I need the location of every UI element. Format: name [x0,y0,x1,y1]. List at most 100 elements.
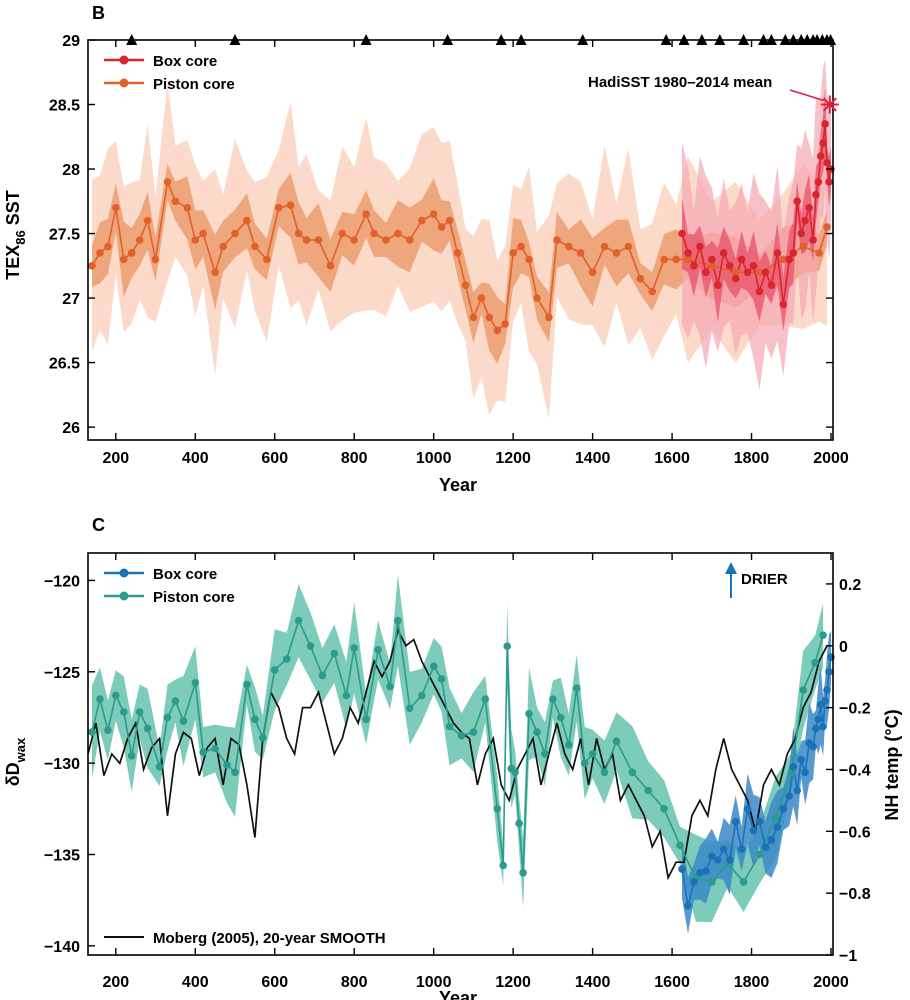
panel-b-point-piston [461,281,470,290]
panel-c-point-piston [771,814,780,822]
panel-c-point-piston [143,724,152,733]
panel-b-axes: 200 400 600 800 1000 1200 1400 1600 1800 2000 26 26… [49,33,849,467]
panel-b-point-piston [501,320,510,328]
panel-c-point-box [797,755,805,764]
panel-c-point-piston [243,680,251,689]
panel-c-right-y-tick-label: −0.2 [839,701,871,718]
panel-c-x-tick-label: 1600 [654,974,690,991]
panel-b-point-piston [274,203,283,212]
panel-c-point-box [702,867,710,875]
panel-c-point-piston [557,713,565,722]
panel-b-point-box [749,262,758,270]
date-marker-triangle [696,34,708,45]
panel-c-point-piston [191,678,200,687]
panel-b-point-piston [112,203,120,212]
panel-b-points [88,120,835,335]
panel-c-x-tick-label: 1000 [416,974,452,991]
panel-c-point-piston [127,752,136,760]
panel-c-point-box [678,865,686,873]
panel-c-point-piston [549,695,557,703]
panel-c-point-piston [104,726,112,734]
panel-c-point-box [785,792,794,800]
panel-b-x-tick-label: 800 [341,450,368,467]
panel-c-point-piston [588,750,597,758]
date-marker-triangle [779,34,791,45]
panel-c-point-piston [511,768,519,777]
drier-arrowhead-icon [725,562,737,574]
date-marker-triangle [515,34,527,45]
panel-b-point-box [767,281,776,290]
panel-b-point-piston [370,229,378,238]
panel-b-point-piston [469,313,478,322]
panel-c-point-piston [88,728,96,736]
date-marker-triangle [714,34,726,45]
panel-b-point-piston [517,242,525,251]
panel-c-right-y-tick-label: −1 [839,948,857,965]
panel-c-point-box [761,843,770,851]
panel-b-y-tick-label: 29 [62,33,80,50]
panel-c-point-piston [211,744,219,753]
panel-b-point-piston [437,223,446,231]
panel-b-point-box [823,158,831,167]
panel-b-date-markers [126,34,837,45]
date-marker-triangle [738,34,750,45]
panel-c-point-piston [811,658,819,667]
panel-c-point-piston [708,878,716,886]
panel-c-y-tick-label: −140 [44,939,80,956]
panel-b-point-piston [219,242,227,251]
date-marker-triangle [126,34,138,45]
date-marker-triangle [229,34,241,45]
panel-b-point-box [743,268,752,277]
panel-c-point-box [779,805,788,813]
panel-c-axes: 200 400 600 800 1000 1200 1400 1600 1800 2000 −140… [44,552,871,991]
panel-b-point-piston [779,255,788,264]
legend-piston-core-label-c: Piston core [153,589,235,606]
panel-c-y-tick-label: −130 [44,756,80,773]
panel-b-point-piston [672,255,680,264]
legend-moberg-label: Moberg (2005), 20-year SMOOTH [153,930,386,947]
panel-b-y-tick-label: 28 [62,162,80,179]
panel-c-point-piston [660,805,668,813]
panel-c-y-tick-label: −135 [44,848,80,865]
panel-b-x-tick-label: 1400 [575,450,611,467]
panel-b-band-inner-box [682,87,831,332]
panel-c-x-tick-label: 600 [261,974,288,991]
panel-c-point-piston [251,715,259,724]
panel-c-point-box [731,817,740,826]
panel-b-point-piston [382,236,390,244]
panel-b-line-piston [91,178,828,332]
panel-c-point-box [755,817,764,826]
legend-box-core-marker [119,55,129,65]
panel-c-x-tick-label: 200 [102,974,129,991]
panel-b-x-tick-label: 1800 [734,450,770,467]
panel-c-point-piston [503,642,512,650]
panel-c-legend: Box core Piston core Moberg (2005), 20-y… [104,566,386,947]
panel-b-point-box [821,120,829,128]
panel-c-point-piston [418,691,426,700]
panel-b-point-piston [445,216,454,225]
panel-c-point-piston [112,691,120,700]
panel-b-point-box [731,274,740,283]
panel-b-point-piston [588,268,597,277]
panel-c-point-piston [755,850,764,859]
panel-c-point-piston [259,733,267,742]
panel-b-point-box [678,229,686,238]
panel-b-point-piston [545,313,553,322]
panel-c-plot-frame [87,552,834,956]
panel-c-point-piston [163,713,172,722]
panel-b-point-piston [485,313,494,322]
panel-b-point-piston [231,229,239,238]
panel-c-point-piston [362,715,370,724]
panel-b-point-piston [163,178,172,186]
panel-c-point-piston [318,671,327,680]
hadisst-annotation-label: HadiSST 1980–2014 mean [588,74,772,91]
panel-c-point-box [809,742,817,751]
panel-c-point-piston [541,750,549,758]
panel-b-x-tick-label: 1600 [654,450,690,467]
legend-box-core-marker-c [119,568,129,578]
panel-b-point-piston [243,216,251,225]
panel-b-point-piston [684,255,692,264]
panel-b-point-box [684,249,692,257]
panel-c-point-box [749,826,758,835]
